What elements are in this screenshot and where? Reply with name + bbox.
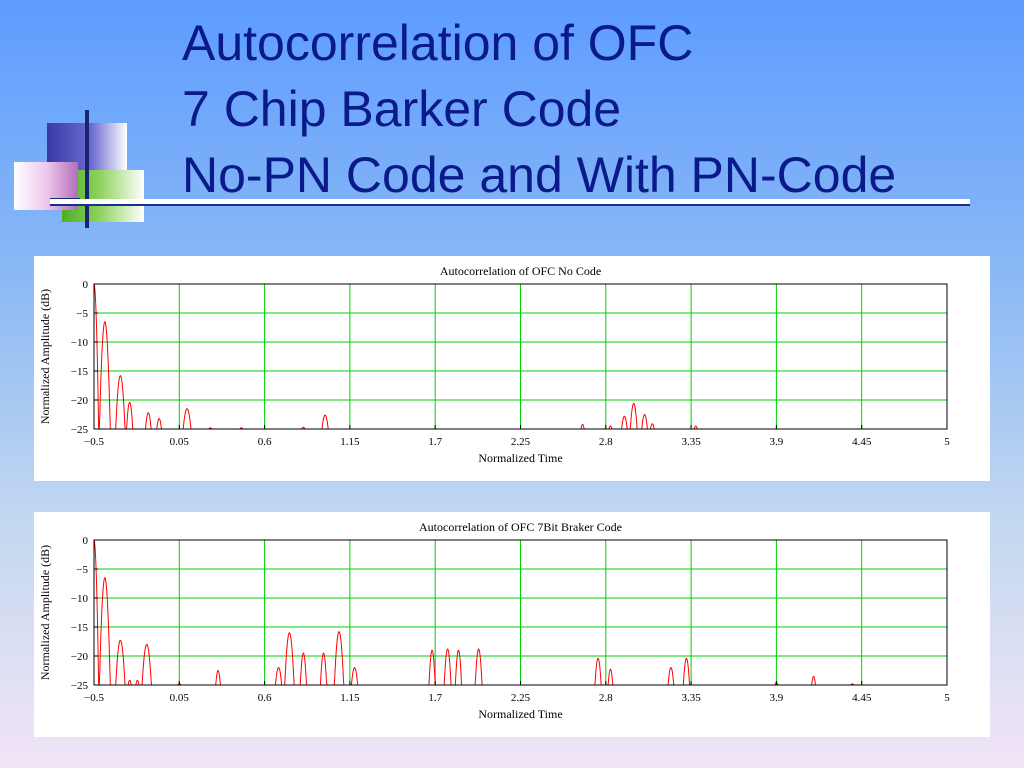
y-tick-label: −5 — [76, 564, 88, 576]
y-tick-label: −10 — [71, 337, 89, 349]
y-tick-label: −25 — [71, 424, 89, 436]
y-axis-label: Normalized Amplitude (dB) — [38, 545, 52, 680]
y-tick-label: −20 — [71, 651, 89, 663]
x-tick-label: −0.5 — [84, 692, 104, 704]
x-tick-label: 2.25 — [511, 692, 531, 704]
x-tick-label: 2.25 — [511, 436, 531, 448]
x-tick-label: 3.9 — [770, 692, 784, 704]
x-tick-label: 0.05 — [170, 436, 190, 448]
x-axis-label: Normalized Time — [478, 707, 562, 721]
x-tick-label: 5 — [944, 692, 950, 704]
x-tick-label: 0.6 — [258, 436, 272, 448]
x-tick-label: 1.15 — [340, 436, 360, 448]
x-tick-label: 1.7 — [428, 692, 442, 704]
y-tick-label: −5 — [76, 308, 88, 320]
slide-logo-squares — [14, 110, 144, 228]
title-underline — [50, 199, 970, 206]
x-tick-label: 3.9 — [770, 436, 784, 448]
autocorrelation-no-code-chart: −0.5 0.05 0.6 1.15 1.7 2.25 2.8 3.35 3.9 4.45 5 0 −5… — [38, 264, 950, 465]
x-tick-label: 0.6 — [258, 692, 272, 704]
y-tick-label: −25 — [71, 680, 89, 692]
x-tick-label: −0.5 — [84, 436, 104, 448]
x-tick-label: 5 — [944, 436, 950, 448]
chart-title: Autocorrelation of OFC 7Bit Braker Code — [419, 520, 622, 534]
logo-vertical-line — [85, 110, 89, 228]
y-tick-label: −15 — [71, 622, 89, 634]
x-tick-label: 0.05 — [170, 692, 190, 704]
x-axis-label: Normalized Time — [478, 451, 562, 465]
autocorrelation-barker-code-chart: −0.5 0.05 0.6 1.15 1.7 2.25 2.8 3.35 3.9 4.45 5 0 −5… — [38, 520, 950, 721]
x-tick-label: 3.35 — [681, 436, 701, 448]
x-tick-label: 2.8 — [599, 692, 613, 704]
slide-title-line-3: No-PN Code and With PN-Code — [182, 147, 897, 203]
y-tick-label: 0 — [83, 279, 89, 291]
x-tick-label: 4.45 — [852, 436, 872, 448]
x-tick-label: 1.7 — [428, 436, 442, 448]
y-tick-label: −10 — [71, 593, 89, 605]
y-axis-label: Normalized Amplitude (dB) — [38, 289, 52, 424]
x-tick-label: 1.15 — [340, 692, 360, 704]
y-tick-label: 0 — [83, 535, 89, 547]
slide-title-line-1: Autocorrelation of OFC — [182, 15, 694, 71]
x-tick-label: 2.8 — [599, 436, 613, 448]
y-tick-label: −15 — [71, 366, 89, 378]
y-tick-label: −20 — [71, 395, 89, 407]
chart-panel-no-code: −0.5 0.05 0.6 1.15 1.7 2.25 2.8 3.35 3.9 4.45 5 0 −5… — [34, 256, 990, 481]
chart-panel-barker-code: −0.5 0.05 0.6 1.15 1.7 2.25 2.8 3.35 3.9 4.45 5 0 −5… — [34, 512, 990, 737]
chart-title: Autocorrelation of OFC No Code — [440, 264, 601, 278]
slide-title: Autocorrelation of OFC 7 Chip Barker Cod… — [182, 10, 896, 208]
x-tick-label: 3.35 — [681, 692, 701, 704]
slide-title-line-2: 7 Chip Barker Code — [182, 81, 622, 137]
x-tick-label: 4.45 — [852, 692, 872, 704]
